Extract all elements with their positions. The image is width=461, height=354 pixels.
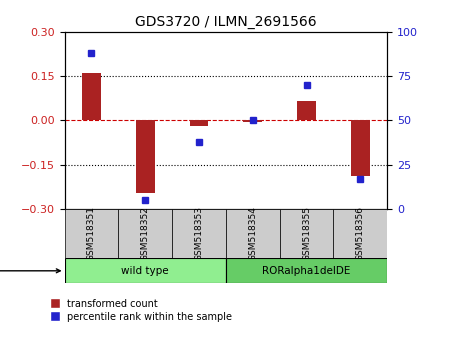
Text: GSM518354: GSM518354 (248, 206, 257, 261)
Bar (136, 120, 154, 193)
Bar (172, 209, 226, 258)
Text: wild type: wild type (121, 266, 169, 276)
Bar (189, 120, 208, 126)
Bar (351, 120, 370, 176)
Bar (118, 209, 172, 258)
Bar (243, 120, 262, 122)
Bar (226, 258, 387, 283)
Bar (65, 209, 118, 258)
Bar (65, 258, 226, 283)
Title: GDS3720 / ILMN_2691566: GDS3720 / ILMN_2691566 (135, 16, 317, 29)
Text: GSM518352: GSM518352 (141, 206, 150, 261)
Bar (280, 209, 333, 258)
Text: GSM518353: GSM518353 (195, 206, 203, 261)
Bar (82, 73, 101, 120)
Legend: transformed count, percentile rank within the sample: transformed count, percentile rank withi… (51, 299, 231, 321)
Text: GSM518355: GSM518355 (302, 206, 311, 261)
Text: GSM518351: GSM518351 (87, 206, 96, 261)
Text: GSM518356: GSM518356 (356, 206, 365, 261)
Bar (333, 209, 387, 258)
Text: RORalpha1delDE: RORalpha1delDE (262, 266, 351, 276)
Bar (226, 209, 280, 258)
Text: genotype/variation: genotype/variation (0, 266, 60, 276)
Bar (297, 101, 316, 120)
